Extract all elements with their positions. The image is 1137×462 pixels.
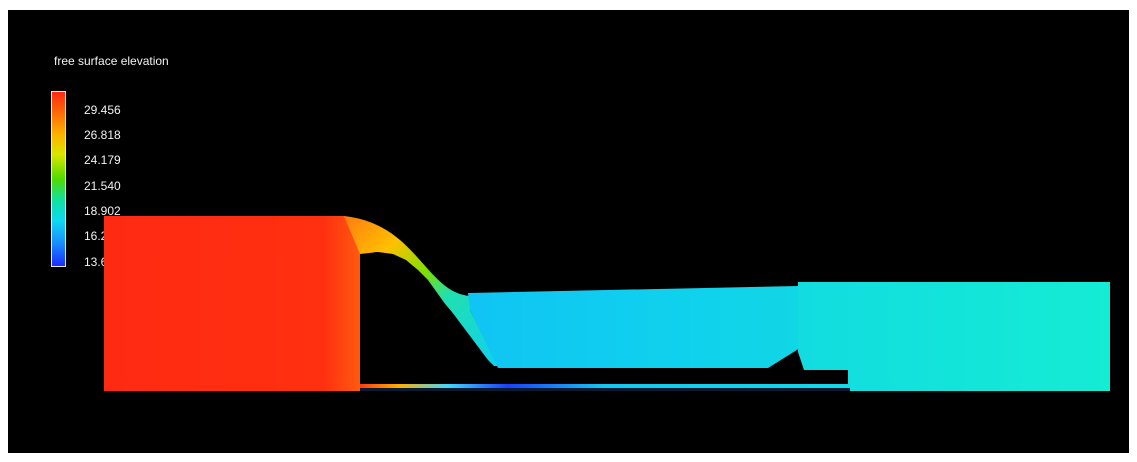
colorbar-tick-label: 21.540 — [84, 179, 121, 193]
colorbar-tick-label: 26.818 — [84, 128, 121, 142]
colorbar-tick-label: 24.179 — [84, 153, 121, 167]
stilling-channel — [468, 286, 848, 391]
bottom-layer-strip — [360, 388, 850, 391]
tailwater — [798, 282, 1110, 391]
upstream-reservoir — [104, 216, 360, 391]
bottom-layer — [360, 384, 850, 389]
flow-domain — [104, 216, 1110, 391]
colorbar-tick-label: 29.456 — [84, 103, 121, 117]
colorbar — [51, 91, 66, 267]
dam-body — [360, 252, 848, 384]
colorbar-tick-label: 18.902 — [84, 204, 121, 218]
legend-title: free surface elevation — [54, 54, 169, 68]
visualization-frame: free surface elevation 29.456 26.818 24.… — [8, 10, 1129, 453]
spillway-chute — [344, 216, 498, 366]
